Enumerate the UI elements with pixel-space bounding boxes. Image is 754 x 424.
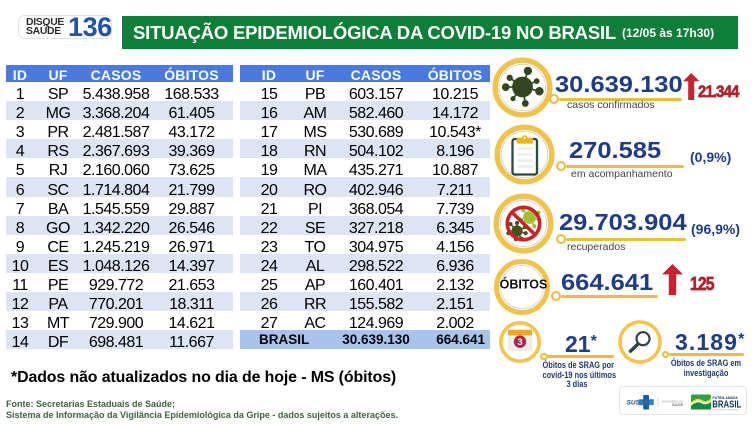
svg-text:SUS: SUS — [627, 400, 641, 407]
svg-text:ÓBITOS: ÓBITOS — [500, 277, 548, 292]
svg-text:BRASIL: BRASIL — [712, 398, 741, 410]
svg-text:3: 3 — [517, 337, 522, 348]
svg-text:PÁTRIA AMADA: PÁTRIA AMADA — [713, 395, 739, 400]
svg-text:MINISTÉRIO DA: MINISTÉRIO DA — [662, 399, 683, 404]
svg-text:GOVERNO FEDERAL: GOVERNO FEDERAL — [713, 408, 741, 411]
svg-text:SAÚDE: SAÚDE — [672, 402, 683, 407]
